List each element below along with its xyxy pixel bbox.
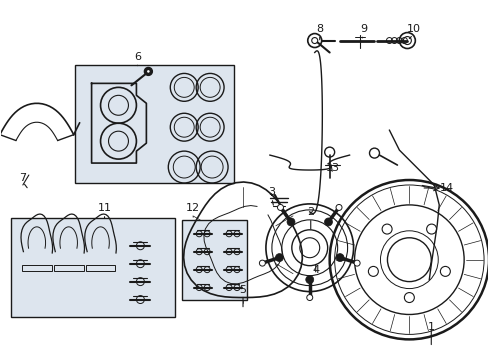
Circle shape [306,294,312,301]
Text: 9: 9 [359,24,366,33]
Circle shape [335,204,341,211]
Bar [11,218,175,318]
Bar [75,66,234,183]
Bar [182,220,246,300]
Circle shape [146,69,150,73]
Bar [54,265,83,271]
Text: 1: 1 [427,323,434,332]
Circle shape [277,204,283,211]
Text: 13: 13 [325,163,339,173]
Text: 3: 3 [268,187,275,197]
Circle shape [275,253,283,262]
Text: 4: 4 [311,265,319,275]
Bar [22,265,52,271]
Text: 14: 14 [439,183,453,193]
Circle shape [144,67,152,75]
Circle shape [324,218,332,226]
Text: 11: 11 [97,203,111,213]
Text: 7: 7 [19,173,26,183]
Circle shape [353,260,359,266]
Text: 10: 10 [406,24,420,33]
Bar [85,265,115,271]
Text: 2: 2 [306,207,314,217]
Circle shape [335,253,344,262]
Text: 5: 5 [239,284,246,294]
Text: 12: 12 [186,203,200,213]
Circle shape [259,260,265,266]
Text: 6: 6 [134,53,141,63]
Circle shape [286,218,294,226]
Circle shape [305,276,313,284]
Text: 8: 8 [316,24,323,33]
